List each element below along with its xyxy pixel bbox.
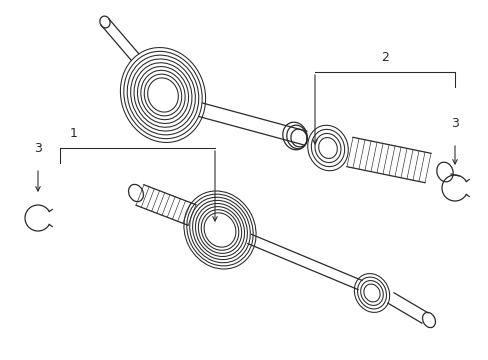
Text: 1: 1 — [70, 127, 78, 140]
Text: 3: 3 — [34, 142, 42, 155]
Text: 3: 3 — [450, 117, 458, 130]
Text: 2: 2 — [380, 51, 388, 64]
